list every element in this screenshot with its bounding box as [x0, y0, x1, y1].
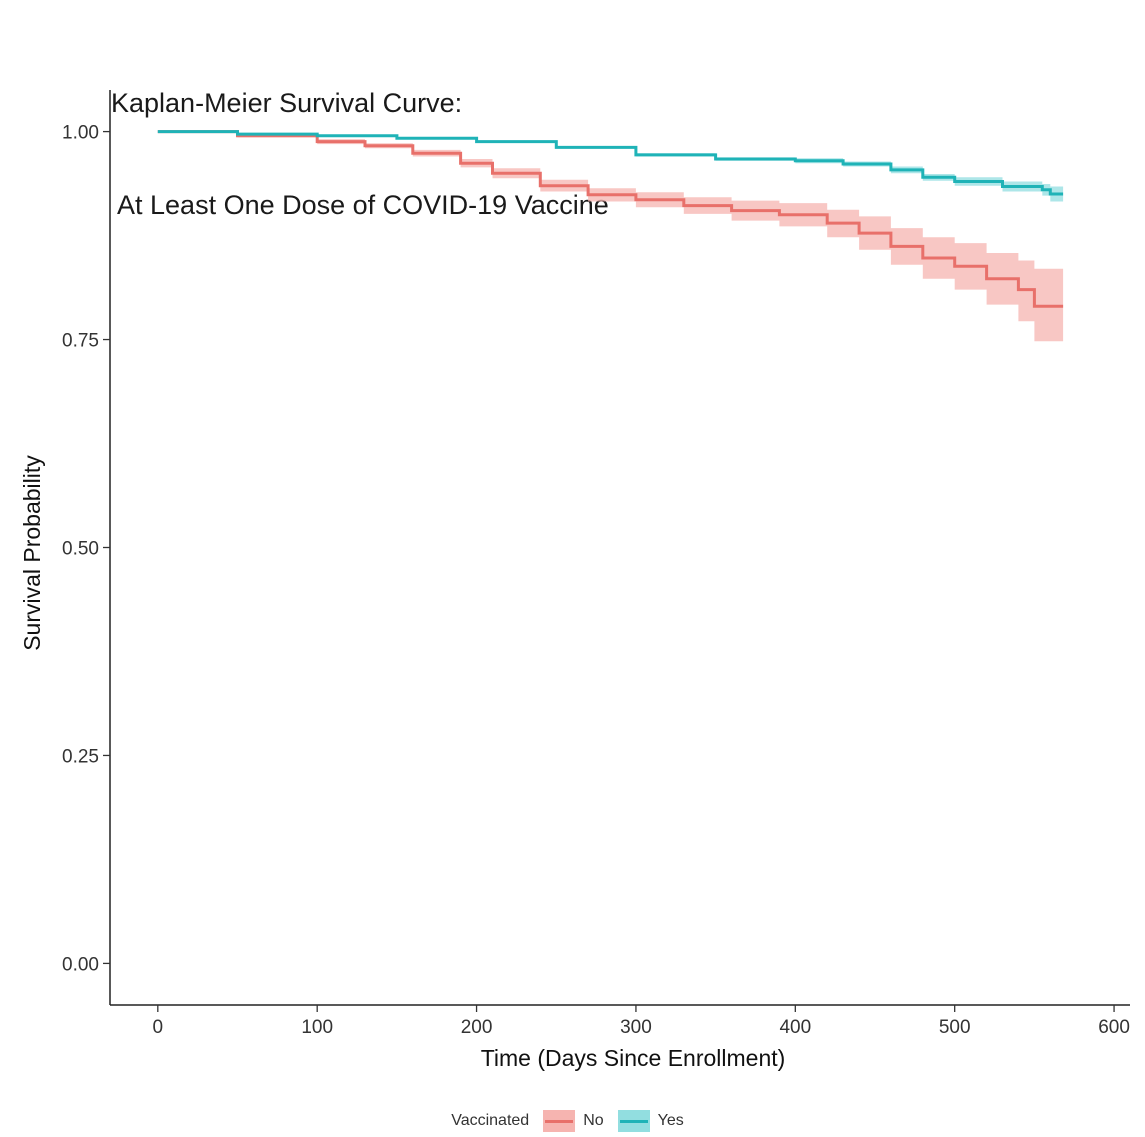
- x-axis-title: Time (Days Since Enrollment): [481, 1045, 786, 1071]
- axes: 0 100 200 300 400 500 600 0.00 0.25 0.50 0.75 1.00: [62, 90, 1130, 1038]
- chart-title-line2: At Least One Dose of COVID-19 Vaccine: [111, 190, 609, 220]
- y-tick-label: 0.50: [62, 539, 99, 560]
- confidence-band-no: [157, 131, 1064, 342]
- legend-label-yes: Yes: [657, 1112, 684, 1129]
- legend-key-no: [543, 1110, 576, 1132]
- x-tick-label: 0: [153, 1017, 164, 1038]
- x-tick-label: 600: [1098, 1017, 1130, 1038]
- x-tick-label: 100: [301, 1017, 333, 1038]
- legend-item-yes: Yes: [614, 1110, 684, 1132]
- x-tick-label: 400: [779, 1017, 811, 1038]
- y-tick-label: 0.75: [62, 331, 99, 352]
- legend: Vaccinated No Yes: [0, 1110, 1145, 1132]
- y-tick-label: 0.00: [62, 954, 99, 975]
- confidence-bands: [157, 131, 1064, 342]
- chart-title-line1: Kaplan-Meier Survival Curve:: [111, 88, 463, 118]
- survival-line-yes: [157, 130, 1064, 196]
- survival-lines: [157, 130, 1064, 308]
- y-tick-label: 0.25: [62, 746, 99, 767]
- survival-line-no: [157, 130, 1064, 308]
- legend-label-no: No: [583, 1112, 604, 1129]
- x-tick-label: 200: [461, 1017, 493, 1038]
- y-tick-label: 1.00: [62, 123, 99, 144]
- legend-title: Vaccinated: [451, 1112, 530, 1129]
- legend-item-no: No: [539, 1110, 604, 1132]
- x-tick-label: 300: [620, 1017, 652, 1038]
- legend-key-yes: [617, 1110, 650, 1132]
- chart-title: Kaplan-Meier Survival Curve: At Least On…: [111, 18, 609, 256]
- x-tick-label: 500: [939, 1017, 971, 1038]
- y-axis-title: Survival Probability: [19, 455, 45, 651]
